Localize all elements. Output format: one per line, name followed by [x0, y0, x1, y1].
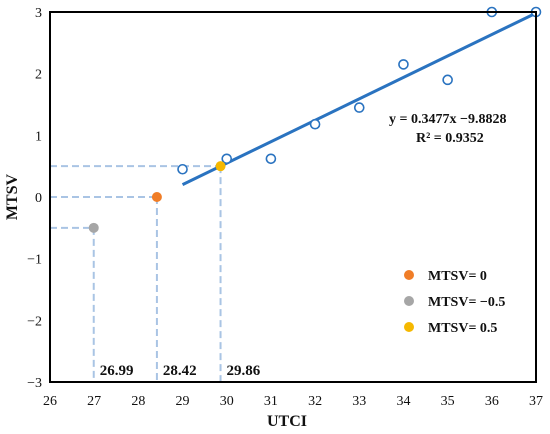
r-squared: R² = 0.9352 — [416, 131, 484, 146]
y-tick-label: −3 — [27, 376, 42, 391]
guide-value-labels: 28.42 26.99 29.86 — [100, 363, 261, 379]
legend-label: MTSV= −0.5 — [428, 295, 505, 310]
highlight-points — [88, 161, 226, 233]
highlight-point — [215, 161, 226, 172]
x-tick-label: 37 — [529, 394, 543, 409]
highlight-point — [88, 222, 99, 233]
legend-marker — [404, 296, 414, 306]
y-tick-labels: −3 −2 −1 0 1 2 3 — [27, 6, 42, 391]
guide-lines — [50, 165, 222, 382]
data-point — [309, 118, 321, 130]
guide-value-label: 28.42 — [163, 363, 197, 379]
x-tick-label: 29 — [176, 394, 190, 409]
y-tick-label: 3 — [35, 6, 42, 21]
legend-marker — [404, 270, 414, 280]
x-tick-labels: 26 27 28 29 30 31 32 33 34 35 36 37 — [43, 394, 543, 409]
x-tick-label: 31 — [264, 394, 278, 409]
y-axis-title: MTSV — [4, 173, 21, 220]
y-tick-label: 0 — [35, 191, 42, 206]
y-tick-label: −2 — [27, 314, 42, 329]
y-tick-label: −1 — [27, 253, 42, 268]
y-tick-label: 2 — [35, 68, 42, 83]
legend-marker — [404, 322, 414, 332]
data-point — [177, 163, 188, 175]
x-tick-label: 32 — [308, 394, 322, 409]
regression-line — [181, 11, 537, 186]
x-tick-label: 36 — [485, 394, 499, 409]
x-tick-label: 35 — [441, 394, 455, 409]
y-tick-label: 1 — [35, 129, 42, 144]
data-point — [265, 153, 277, 165]
guide-value-label: 29.86 — [227, 363, 261, 379]
legend-label: MTSV= 0.5 — [428, 321, 497, 336]
x-tick-label: 33 — [352, 394, 366, 409]
guide-value-label: 26.99 — [100, 363, 134, 379]
x-tick-label: 28 — [131, 394, 145, 409]
data-point — [221, 153, 233, 165]
x-axis-title: UTCI — [267, 413, 307, 430]
observed-points — [177, 6, 542, 175]
x-tick-label: 27 — [87, 394, 101, 409]
legend: MTSV= 0 MTSV= −0.5 MTSV= 0.5 — [404, 269, 505, 336]
x-tick-label: 26 — [43, 394, 57, 409]
regression-equation: y = 0.3477x −9.8828 — [389, 112, 506, 127]
x-tick-label: 30 — [220, 394, 234, 409]
legend-label: MTSV= 0 — [428, 269, 487, 284]
x-tick-label: 34 — [396, 394, 410, 409]
data-point — [398, 59, 409, 70]
data-point — [442, 74, 453, 86]
plot-frame — [49, 11, 537, 383]
data-point — [353, 102, 365, 113]
highlight-point — [151, 192, 162, 202]
